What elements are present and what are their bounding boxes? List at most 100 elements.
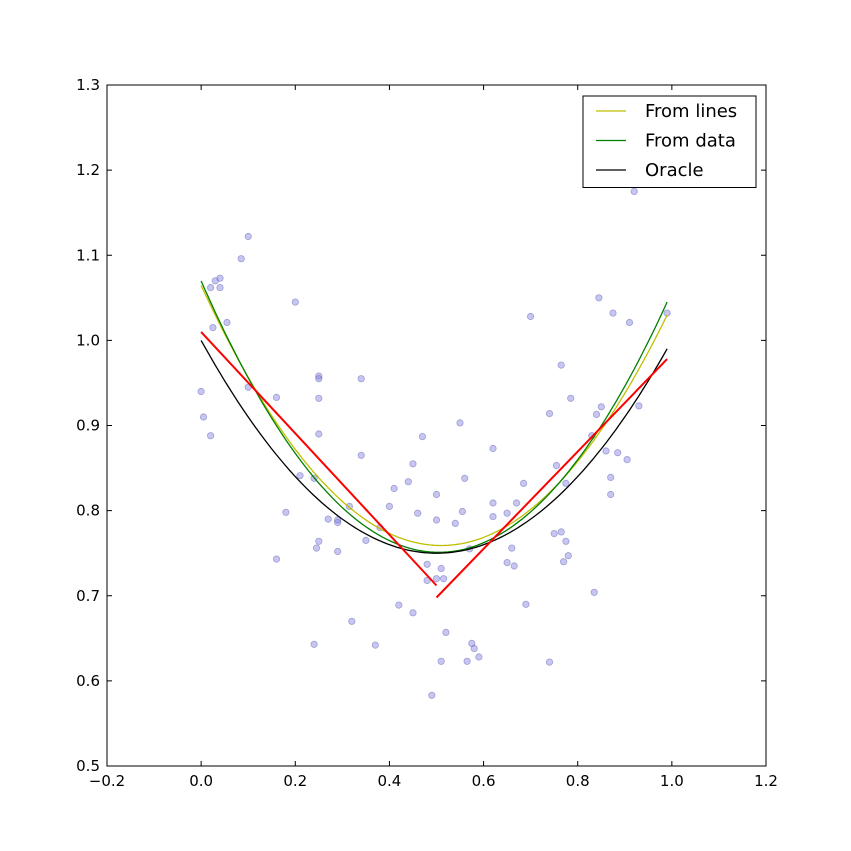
scatter-point-52 <box>439 575 448 583</box>
scatter-point-84 <box>567 394 575 402</box>
scatter-point-83 <box>564 552 572 560</box>
scatter-point-0 <box>197 387 205 396</box>
scatter-point-37 <box>390 484 398 493</box>
scatter-point-36 <box>385 502 393 510</box>
scatter-point-81 <box>562 537 570 545</box>
scatter-point-27 <box>334 518 342 527</box>
scatter-point-19 <box>312 544 321 552</box>
scatter-point-15 <box>291 298 299 306</box>
x-tick-label: 0.4 <box>377 772 401 790</box>
scatter-point-12 <box>272 555 281 563</box>
x-tick-label: 0.2 <box>283 772 307 790</box>
scatter-point-88 <box>595 294 603 302</box>
scatter-point-61 <box>470 644 478 653</box>
legend-label: Oracle <box>645 160 704 181</box>
scatter-point-53 <box>442 628 450 637</box>
scatter-point-41 <box>409 609 417 617</box>
scatter-point-14 <box>282 508 290 516</box>
x-tick-label: 1.0 <box>660 772 684 790</box>
scatter-point-73 <box>526 312 535 321</box>
scatter-point-45 <box>423 576 431 585</box>
y-tick-label: 1.2 <box>76 161 100 179</box>
x-tick-label: −0.2 <box>89 772 125 790</box>
scatter-point-75 <box>545 658 554 666</box>
scatter-point-91 <box>607 473 615 481</box>
scatter-point-95 <box>623 455 631 464</box>
scatter-point-67 <box>503 558 511 567</box>
y-tick-label: 1.0 <box>76 331 100 349</box>
scatter-point-18 <box>310 640 318 648</box>
y-tick-label: 0.6 <box>76 672 100 690</box>
scatter-points <box>197 187 671 699</box>
scatter-point-32 <box>357 451 365 459</box>
x-tick-label: 0.6 <box>472 772 496 790</box>
scatter-point-34 <box>371 641 379 649</box>
x-axis: −0.2 0.0 0.2 0.4 0.6 0.8 1.0 1.2 <box>89 85 778 790</box>
scatter-point-38 <box>395 601 403 609</box>
scatter-point-70 <box>512 499 521 507</box>
scatter-point-80 <box>559 558 568 566</box>
legend-label: From data <box>645 131 736 152</box>
scatter-point-97 <box>630 187 638 195</box>
scatter-point-23 <box>315 430 323 438</box>
scatter-point-51 <box>437 657 445 665</box>
scatter-point-6 <box>216 274 224 282</box>
scatter-point-60 <box>468 639 476 648</box>
scatter-point-30 <box>348 617 356 625</box>
series-line-red-segment-4 <box>435 358 668 599</box>
scatter-point-25 <box>324 515 332 523</box>
scatter-point-49 <box>432 575 441 583</box>
scatter-point-68 <box>508 544 516 552</box>
scatter-point-7 <box>216 283 224 292</box>
scatter-point-79 <box>557 528 565 536</box>
scatter-point-9 <box>237 255 245 263</box>
scatter-point-2 <box>207 432 215 440</box>
y-axis: 0.5 0.6 0.7 0.8 0.9 1.0 1.1 1.2 1.3 <box>76 76 766 775</box>
scatter-point-20 <box>315 372 323 380</box>
scatter-point-5 <box>211 277 219 285</box>
scatter-point-13 <box>272 393 281 401</box>
scatter-point-43 <box>418 432 426 441</box>
y-tick-label: 0.5 <box>76 757 100 775</box>
scatter-point-31 <box>357 375 365 383</box>
scatter-point-10 <box>244 232 252 241</box>
scatter-point-39 <box>404 478 412 486</box>
scatter-point-94 <box>614 449 622 457</box>
scatter-point-96 <box>625 318 634 327</box>
scatter-point-46 <box>428 691 436 699</box>
scatter-point-76 <box>550 529 558 538</box>
scatter-point-82 <box>562 479 570 487</box>
legend: From lines From data Oracle <box>582 95 757 188</box>
scatter-point-69 <box>510 562 518 570</box>
scatter-point-66 <box>503 509 511 517</box>
scatter-point-62 <box>475 653 483 661</box>
scatter-point-90 <box>602 447 610 455</box>
scatter-point-40 <box>409 460 417 468</box>
series-lines <box>200 280 668 599</box>
scatter-point-93 <box>609 309 617 317</box>
scatter-point-16 <box>296 472 304 480</box>
scatter-point-26 <box>334 547 342 556</box>
scatter-point-86 <box>590 588 598 596</box>
scatter-point-42 <box>414 509 422 517</box>
plot-area <box>107 85 766 766</box>
y-tick-label: 1.3 <box>76 76 100 94</box>
scatter-point-65 <box>489 512 497 521</box>
scatter-point-92 <box>607 490 615 499</box>
scatter-point-22 <box>315 394 323 402</box>
scatter-point-8 <box>223 318 231 327</box>
scatter-point-50 <box>437 564 445 573</box>
scatter-point-4 <box>209 323 217 332</box>
y-tick-label: 1.1 <box>76 246 100 264</box>
y-tick-label: 0.9 <box>76 417 100 435</box>
scatter-point-55 <box>456 419 464 427</box>
scatter-point-54 <box>451 519 459 528</box>
scatter-point-3 <box>207 283 215 292</box>
scatter-point-56 <box>458 507 466 516</box>
scatter-point-74 <box>545 409 554 418</box>
x-tick-label: 0.8 <box>566 772 590 790</box>
scatter-point-64 <box>489 499 497 507</box>
scatter-point-63 <box>489 444 497 453</box>
scatter-point-77 <box>552 461 561 470</box>
